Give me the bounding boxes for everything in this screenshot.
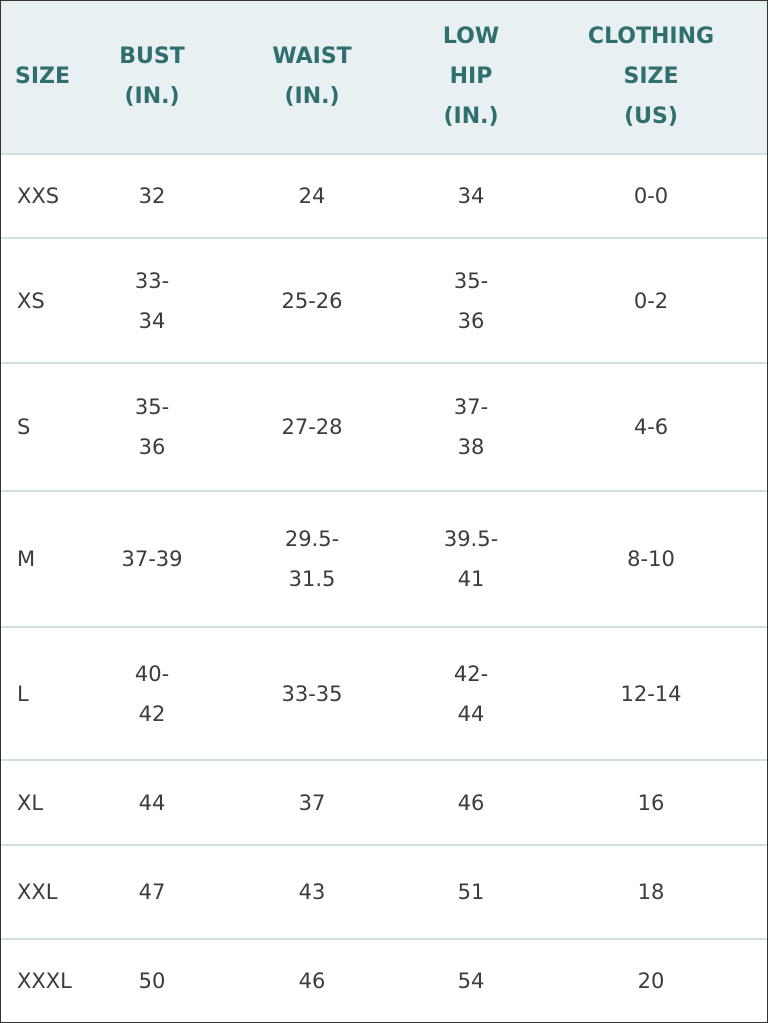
cell-clothing-size: 8-10 xyxy=(535,490,767,627)
header-waist: WAIST (IN.) xyxy=(217,1,407,154)
cell-bust: 33- 34 xyxy=(87,237,217,363)
table-row: S 35- 36 27-28 37- 38 4-6 xyxy=(1,362,767,491)
table-row: XXXL 50 46 54 20 xyxy=(1,938,767,1022)
cell-waist: 27-28 xyxy=(217,362,407,491)
cell-size: XXS xyxy=(1,153,87,238)
table-row: L 40- 42 33-35 42- 44 12-14 xyxy=(1,626,767,760)
table-row: M 37-39 29.5- 31.5 39.5- 41 8-10 xyxy=(1,490,767,627)
cell-bust: 44 xyxy=(87,759,217,845)
cell-bust: 47 xyxy=(87,844,217,939)
cell-size: M xyxy=(1,490,87,627)
cell-size: S xyxy=(1,362,87,491)
cell-size: L xyxy=(1,626,87,760)
cell-waist: 33-35 xyxy=(217,626,407,760)
cell-clothing-size: 16 xyxy=(535,759,767,845)
cell-bust: 37-39 xyxy=(87,490,217,627)
cell-waist: 43 xyxy=(217,844,407,939)
cell-size: XXXL xyxy=(1,938,87,1022)
cell-size: XXL xyxy=(1,844,87,939)
cell-waist: 25-26 xyxy=(217,237,407,363)
cell-low-hip: 54 xyxy=(407,938,535,1022)
cell-bust: 35- 36 xyxy=(87,362,217,491)
cell-bust: 32 xyxy=(87,153,217,238)
header-low-hip: LOW HIP (IN.) xyxy=(407,1,535,154)
cell-clothing-size: 0-2 xyxy=(535,237,767,363)
cell-bust: 50 xyxy=(87,938,217,1022)
cell-low-hip: 42- 44 xyxy=(407,626,535,760)
table-row: XL 44 37 46 16 xyxy=(1,759,767,845)
cell-clothing-size: 0-0 xyxy=(535,153,767,238)
cell-clothing-size: 20 xyxy=(535,938,767,1022)
cell-waist: 37 xyxy=(217,759,407,845)
cell-low-hip: 39.5- 41 xyxy=(407,490,535,627)
cell-bust: 40- 42 xyxy=(87,626,217,760)
header-bust: BUST (IN.) xyxy=(87,1,217,154)
cell-clothing-size: 18 xyxy=(535,844,767,939)
cell-waist: 46 xyxy=(217,938,407,1022)
table-row: XXL 47 43 51 18 xyxy=(1,844,767,939)
cell-waist: 29.5- 31.5 xyxy=(217,490,407,627)
cell-low-hip: 51 xyxy=(407,844,535,939)
cell-low-hip: 46 xyxy=(407,759,535,845)
header-size: SIZE xyxy=(1,1,87,154)
cell-clothing-size: 12-14 xyxy=(535,626,767,760)
header-clothing-size: CLOTHING SIZE (US) xyxy=(535,1,767,154)
table-row: XS 33- 34 25-26 35- 36 0-2 xyxy=(1,237,767,363)
cell-low-hip: 37- 38 xyxy=(407,362,535,491)
cell-low-hip: 34 xyxy=(407,153,535,238)
cell-size: XS xyxy=(1,237,87,363)
header-row: SIZE BUST (IN.) WAIST (IN.) LOW HIP (IN.… xyxy=(1,1,767,154)
cell-waist: 24 xyxy=(217,153,407,238)
cell-clothing-size: 4-6 xyxy=(535,362,767,491)
cell-low-hip: 35- 36 xyxy=(407,237,535,363)
table-row: XXS 32 24 34 0-0 xyxy=(1,153,767,238)
cell-size: XL xyxy=(1,759,87,845)
